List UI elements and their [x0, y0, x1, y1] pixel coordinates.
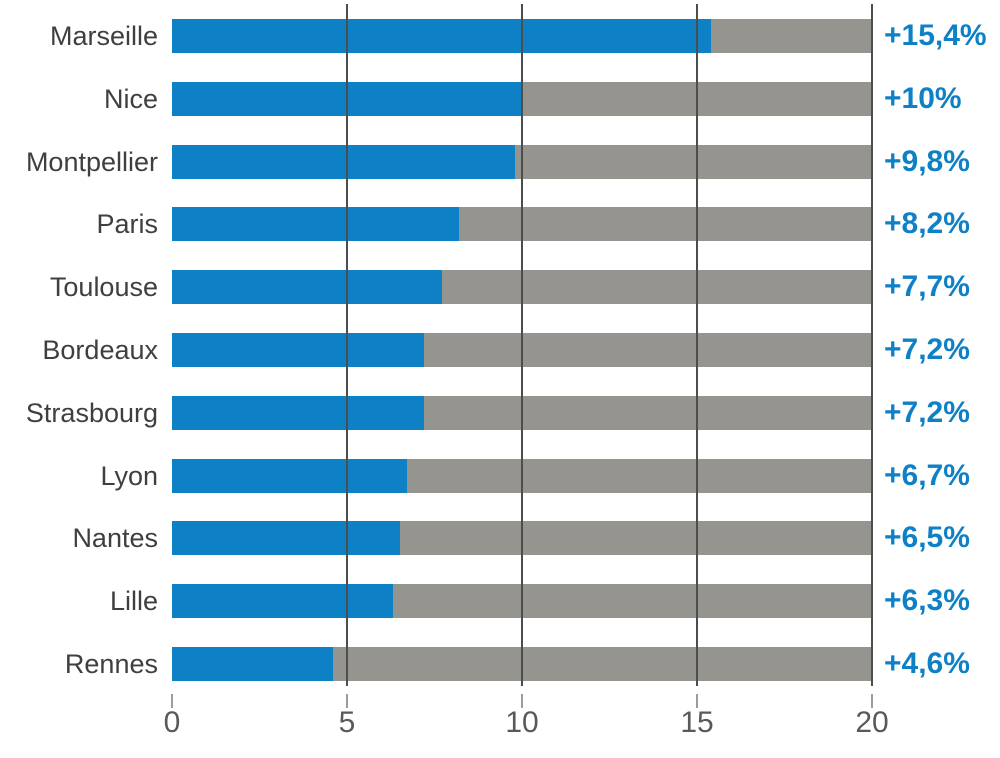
gridline	[696, 4, 698, 686]
bar-row: Marseille +15,4%	[0, 19, 1000, 53]
value-label: +7,2%	[884, 395, 970, 429]
category-label: Bordeaux	[42, 335, 158, 365]
category-label: Rennes	[64, 649, 158, 679]
bar-row: Toulouse +7,7%	[0, 270, 1000, 305]
bar-row: Lyon +6,7%	[0, 458, 1000, 493]
bar-row: Paris +8,2%	[0, 207, 1000, 242]
bar-fill	[172, 144, 515, 179]
gridline	[521, 4, 523, 686]
value-label: +4,6%	[884, 647, 970, 680]
value-label: +8,2%	[884, 207, 970, 241]
gridline	[871, 4, 873, 686]
value-label: +6,3%	[884, 584, 970, 618]
gridline	[346, 4, 348, 686]
bar-fill	[172, 395, 424, 430]
category-label: Toulouse	[49, 272, 158, 303]
bar-fill	[172, 521, 400, 556]
bar-fill	[172, 270, 442, 305]
value-label: +15,4%	[884, 19, 987, 52]
bar-fill	[172, 19, 711, 53]
axis-tick	[346, 694, 348, 708]
category-label: Strasbourg	[25, 397, 158, 428]
bar-row: Lille +6,3%	[0, 584, 1000, 619]
value-label: +7,7%	[884, 270, 970, 304]
x-axis-tick-label: 15	[680, 706, 714, 739]
bar-fill	[172, 207, 459, 242]
value-label: +7,2%	[884, 333, 970, 366]
category-label: Lyon	[100, 460, 158, 491]
axis-tick	[521, 694, 523, 708]
bar-row: Nantes +6,5%	[0, 521, 1000, 556]
value-label: +10%	[884, 81, 962, 115]
axis-tick	[871, 694, 873, 708]
category-label: Nice	[103, 83, 158, 114]
value-label: +6,5%	[884, 521, 970, 555]
x-axis-tick-label: 0	[163, 706, 181, 739]
category-label: Lille	[109, 586, 158, 617]
axis-tick	[696, 694, 698, 708]
bar-fill	[172, 647, 333, 681]
bar-row: Montpellier +9,8%	[0, 144, 1000, 179]
category-label: Nantes	[72, 523, 158, 554]
x-axis-tick-label: 10	[505, 706, 539, 739]
category-label: Marseille	[49, 21, 158, 51]
x-axis-tick-label: 20	[855, 706, 889, 739]
bar-row: Bordeaux +7,2%	[0, 333, 1000, 367]
axis-tick	[171, 694, 173, 708]
x-axis-tick-label: 5	[338, 706, 356, 739]
value-label: +9,8%	[884, 144, 970, 178]
bar-fill	[172, 584, 393, 619]
category-label: Montpellier	[25, 146, 158, 177]
category-label: Paris	[96, 209, 158, 240]
bar-row: Strasbourg +7,2%	[0, 395, 1000, 430]
bar-row: Rennes +4,6%	[0, 647, 1000, 681]
bar-row: Nice +10%	[0, 81, 1000, 116]
value-label: +6,7%	[884, 458, 970, 492]
bar-fill	[172, 333, 424, 367]
bar-fill	[172, 458, 407, 493]
